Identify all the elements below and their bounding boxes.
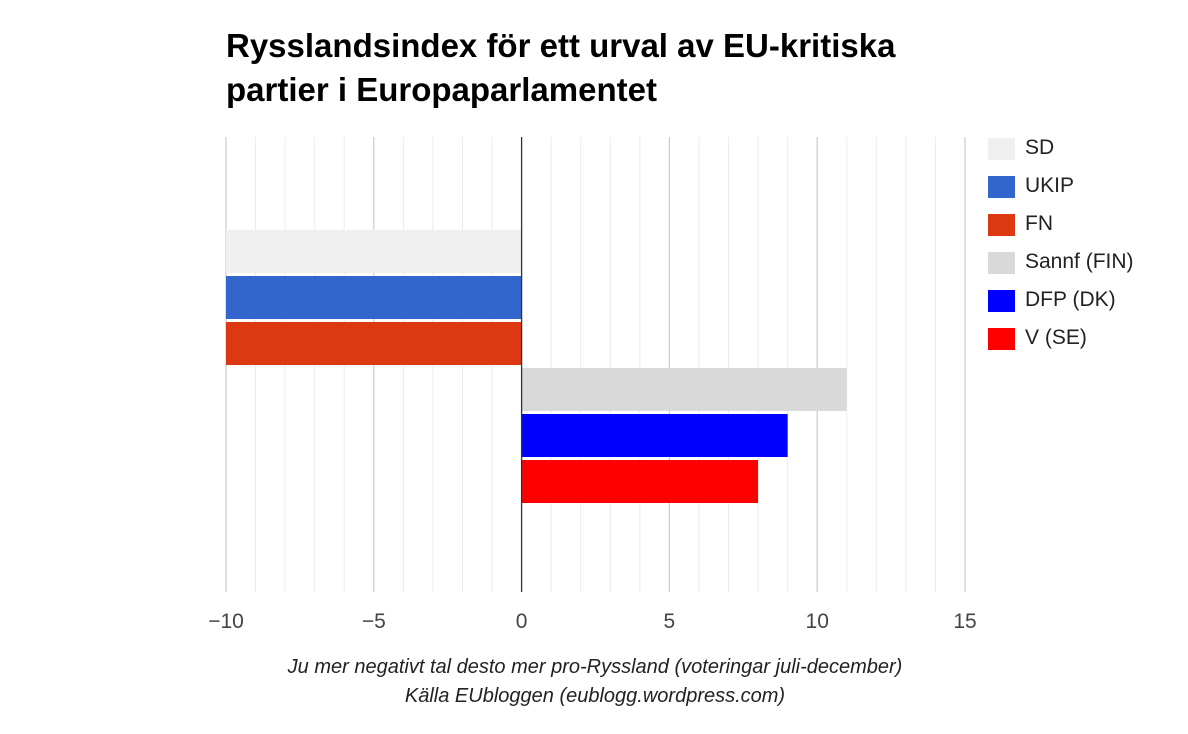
legend-swatch <box>988 328 1015 350</box>
x-tick-label: 5 <box>664 610 676 633</box>
legend-label: Sannf (FIN) <box>1025 250 1134 273</box>
bar-dfp-dk <box>521 414 788 457</box>
legend-swatch <box>988 214 1015 236</box>
bar-sannf-fin <box>521 368 847 411</box>
legend-label: V (SE) <box>1025 326 1087 349</box>
legend-swatch <box>988 138 1015 160</box>
x-tick-label: 0 <box>516 610 528 633</box>
legend-swatch <box>988 252 1015 274</box>
x-tick-label: −5 <box>362 610 386 633</box>
x-tick-label: 10 <box>806 610 829 633</box>
x-tick-label: 15 <box>953 610 976 633</box>
chart-title-line-2: partier i Europaparlamentet <box>226 71 657 108</box>
x-tick-label: −10 <box>208 610 244 633</box>
bar-fn <box>226 322 522 365</box>
chart-title: Rysslandsindex för ett urval av EU-kriti… <box>226 24 986 112</box>
legend-swatch <box>988 290 1015 312</box>
bar-v-se <box>521 460 759 503</box>
chart-footer: Ju mer negativt tal desto mer pro-Ryssla… <box>200 653 990 711</box>
bar-ukip <box>226 276 522 319</box>
chart-title-line-1: Rysslandsindex för ett urval av EU-kriti… <box>226 27 896 64</box>
footer-note: Ju mer negativt tal desto mer pro-Ryssla… <box>287 656 903 678</box>
legend-label: FN <box>1025 212 1053 235</box>
legend-label: SD <box>1025 136 1055 159</box>
bar-sd <box>226 230 522 273</box>
footer-source: Källa EUbloggen (eublogg.wordpress.com) <box>404 685 786 707</box>
legend-label: UKIP <box>1025 174 1075 197</box>
legend-swatch <box>988 176 1015 198</box>
legend-label: DFP (DK) <box>1025 288 1116 311</box>
